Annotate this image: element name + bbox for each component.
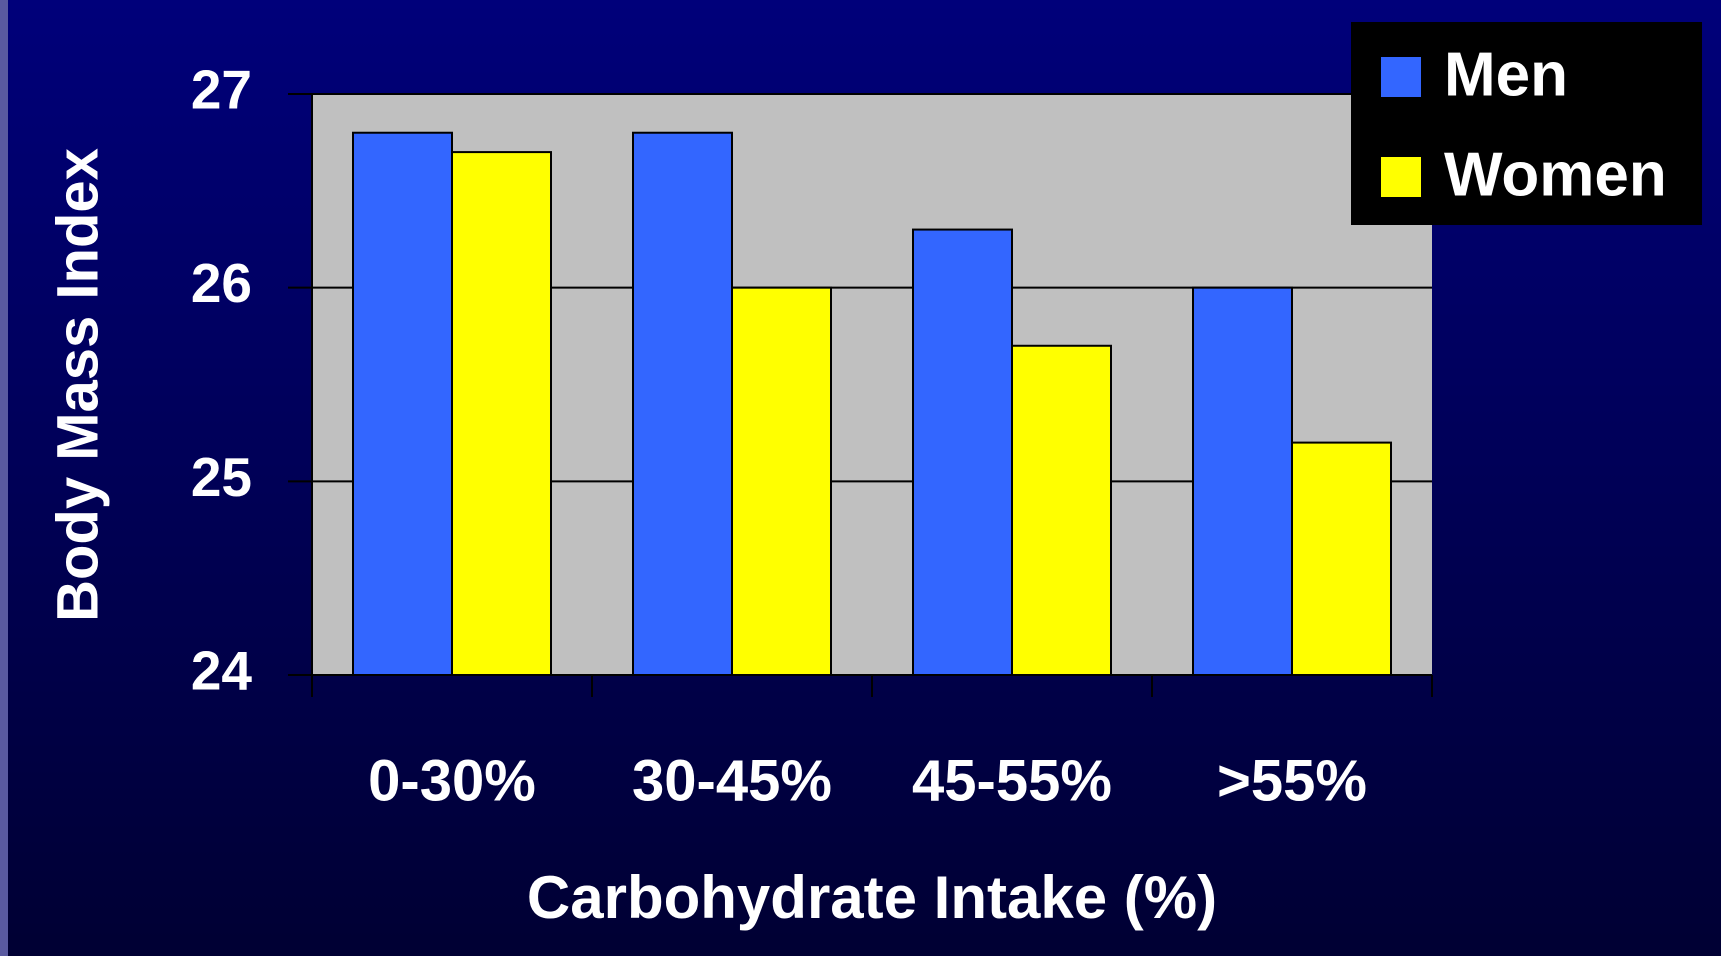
y-tick-label: 27 bbox=[191, 59, 252, 121]
x-tick-label: 30-45% bbox=[632, 748, 832, 813]
bar bbox=[1291, 441, 1392, 676]
bar bbox=[731, 286, 832, 676]
bar bbox=[1192, 286, 1293, 676]
y-tick-label: 24 bbox=[191, 640, 253, 702]
x-axis-title: Carbohydrate Intake (%) bbox=[527, 864, 1217, 931]
bar bbox=[632, 131, 733, 676]
legend-label: Men bbox=[1444, 40, 1568, 109]
legend-swatch bbox=[1381, 57, 1421, 97]
x-tick-label: 0-30% bbox=[368, 748, 536, 813]
y-tick-label: 26 bbox=[191, 252, 252, 314]
legend-swatch bbox=[1381, 157, 1421, 197]
bar bbox=[1011, 344, 1112, 676]
bar bbox=[451, 151, 552, 677]
bar bbox=[912, 228, 1013, 676]
y-tick-label: 25 bbox=[191, 446, 252, 508]
left-border bbox=[0, 0, 8, 956]
x-tick-label: >55% bbox=[1217, 748, 1367, 813]
legend-label: Women bbox=[1444, 140, 1667, 209]
bar bbox=[352, 131, 453, 676]
x-tick-label: 45-55% bbox=[912, 748, 1112, 813]
y-axis-title: Body Mass Index bbox=[45, 148, 110, 622]
